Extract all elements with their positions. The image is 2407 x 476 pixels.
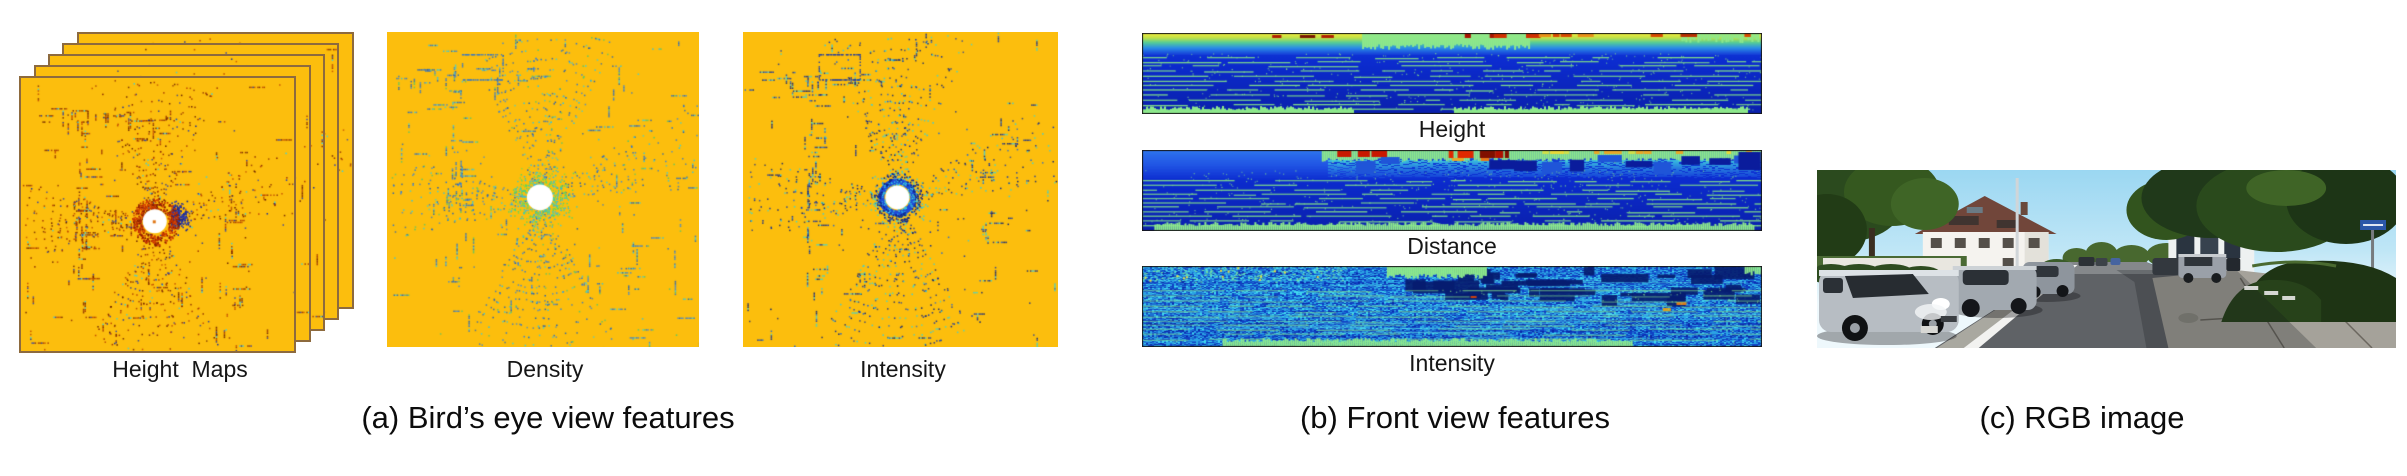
caption-front: (b) Front view features (1299, 400, 1611, 435)
front-intensity-panel (1142, 266, 1762, 347)
caption-bev: (a) Bird’s eye view features (361, 400, 735, 435)
caption-rgb: (c) RGB image (1979, 400, 2185, 435)
distant-cars (2078, 257, 2121, 266)
street-scene-illustration (1817, 170, 2396, 348)
rgb-photo (1817, 170, 2396, 348)
bev-density-canvas (387, 32, 699, 347)
manhole (2178, 313, 2199, 323)
front-height-canvas (1142, 33, 1762, 114)
hedge (2221, 260, 2396, 322)
bev-density-label: Density (506, 356, 584, 382)
bev-intensity-label: Intensity (860, 356, 946, 382)
height-map-canvas-1 (21, 78, 294, 351)
bev-intensity-canvas (743, 32, 1058, 347)
front-distance-canvas (1142, 150, 1762, 231)
front-intensity-canvas (1142, 266, 1762, 347)
front-height-label: Height (1418, 116, 1486, 142)
front-distance-panel (1142, 150, 1762, 231)
front-height-panel (1142, 33, 1762, 114)
bev-intensity-panel (743, 32, 1058, 347)
right-parked-cars (2152, 254, 2241, 283)
left-trees (1817, 170, 1959, 270)
front-intensity-label: Intensity (1409, 350, 1495, 376)
height-map-layer-1 (19, 76, 296, 353)
height-maps-label: Height Maps (112, 356, 248, 382)
left-parked-cars (1817, 262, 2081, 345)
right-trees (2126, 170, 2396, 252)
road-shadow (2116, 270, 2317, 348)
street-sign (2360, 220, 2387, 288)
front-distance-label: Distance (1407, 233, 1497, 259)
flagpole (2015, 178, 2019, 284)
crosswalk-dashes (2244, 286, 2296, 300)
bev-density-panel (387, 32, 699, 347)
